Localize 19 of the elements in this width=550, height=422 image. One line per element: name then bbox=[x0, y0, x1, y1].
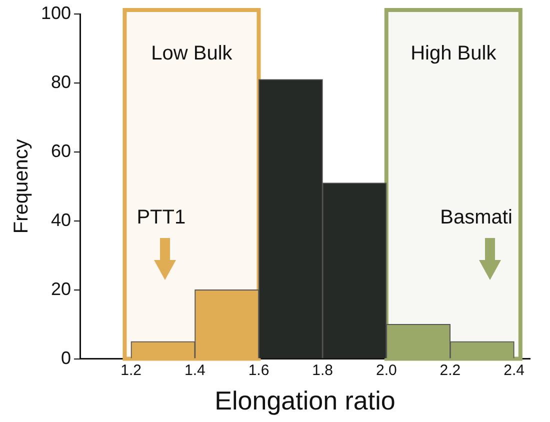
annotation: Basmati bbox=[440, 206, 512, 228]
x-tick-label: 2.2 bbox=[440, 362, 461, 379]
y-tick-label: 80 bbox=[51, 72, 72, 92]
x-tick-label: 2.4 bbox=[504, 362, 524, 379]
y-tick-label: 0 bbox=[61, 348, 72, 368]
x-tick-label: 2.0 bbox=[376, 362, 397, 379]
y-tick-label: 100 bbox=[40, 2, 72, 23]
x-tick-label: 1.2 bbox=[120, 362, 142, 379]
band-label: Low Bulk bbox=[151, 42, 234, 65]
annotation: PTT1 bbox=[136, 206, 186, 228]
x-tick-label: 1.6 bbox=[248, 362, 270, 379]
y-tick-label: 40 bbox=[51, 210, 72, 230]
y-tick-label: 60 bbox=[51, 140, 72, 161]
y-axis-title: Frequency bbox=[10, 139, 33, 234]
band-label: High Bulk bbox=[410, 42, 498, 65]
x-axis-title: Elongation ratio bbox=[214, 386, 396, 416]
y-tick-label: 20 bbox=[51, 278, 72, 299]
x-tick-label: 1.4 bbox=[184, 362, 206, 379]
x-tick-label: 1.8 bbox=[312, 362, 333, 379]
